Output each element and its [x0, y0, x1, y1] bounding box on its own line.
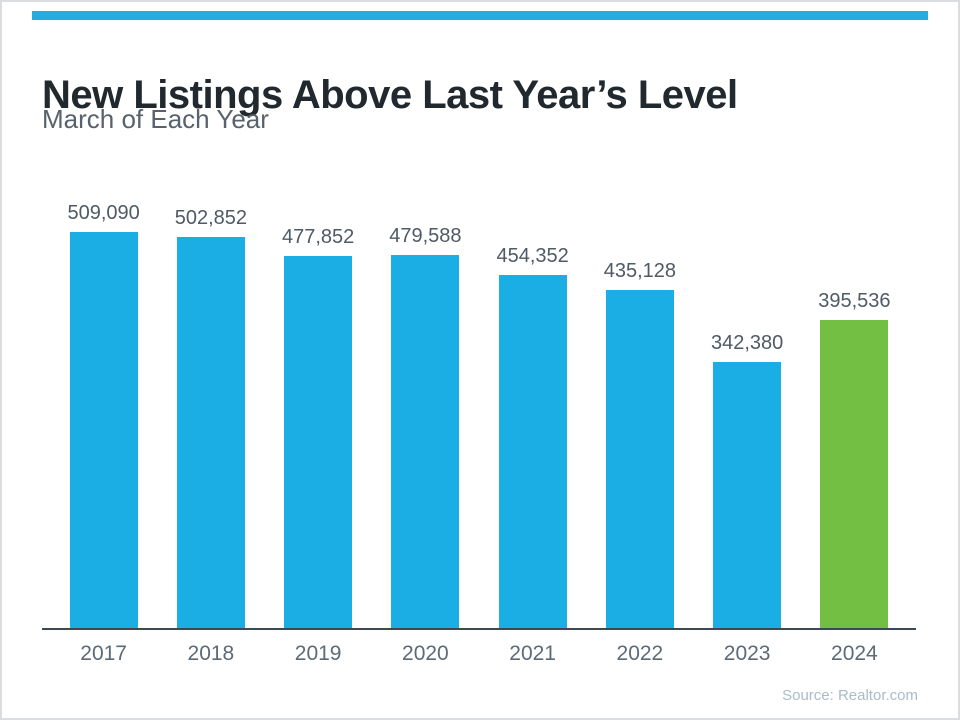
source-attribution: Source: Realtor.com: [782, 687, 918, 704]
bar-value-label: 435,128: [603, 260, 677, 282]
bar-value-label: 342,380: [710, 332, 784, 354]
bar-column: 509,090: [50, 198, 157, 628]
bar-column: 342,380: [694, 198, 801, 628]
bar: [391, 255, 460, 628]
bar-value-label: 502,852: [174, 207, 248, 229]
x-tick-label: 2024: [831, 642, 878, 665]
bar-column: 454,352: [479, 198, 586, 628]
bar-value-label: 509,090: [67, 202, 140, 224]
page-subtitle: March of Each Year: [42, 104, 269, 134]
bar-value-label: 395,536: [818, 290, 891, 312]
bar: [284, 256, 353, 628]
bar-chart: 509,090 502,852 477,852 479,588 454,352 435,1…: [42, 198, 916, 666]
bar-value-label: 479,588: [389, 225, 462, 247]
bar: [820, 320, 889, 628]
x-tick-label: 2020: [402, 642, 449, 665]
x-tick-label: 2021: [509, 642, 556, 665]
bar: [69, 232, 138, 628]
accent-stripe: [32, 11, 928, 20]
bar-value-label: 477,852: [281, 226, 355, 248]
bar: [605, 290, 674, 628]
chart-plot-area: 509,090 502,852 477,852 479,588 454,352 435,1…: [42, 198, 916, 630]
x-tick-label: 2017: [80, 642, 127, 665]
bar-value-label: 454,352: [496, 245, 569, 267]
x-tick-label: 2022: [616, 642, 664, 665]
bar: [176, 237, 245, 628]
chart-x-axis-labels: 2017 2018 2019 2020 2021 2022 2023 2024: [42, 642, 916, 666]
bar: [713, 362, 782, 628]
bar-column: 502,852: [157, 198, 264, 628]
bar-column: 479,588: [372, 198, 479, 628]
page-title: New Listings Above Last Year’s Level: [42, 72, 738, 117]
x-tick-label: 2019: [294, 642, 342, 665]
x-tick-label: 2023: [723, 642, 771, 665]
bar-column: 395,536: [801, 198, 908, 628]
x-tick-label: 2018: [187, 642, 235, 665]
bar: [498, 275, 567, 628]
bar-column: 435,128: [586, 198, 693, 628]
bar-column: 477,852: [265, 198, 372, 628]
